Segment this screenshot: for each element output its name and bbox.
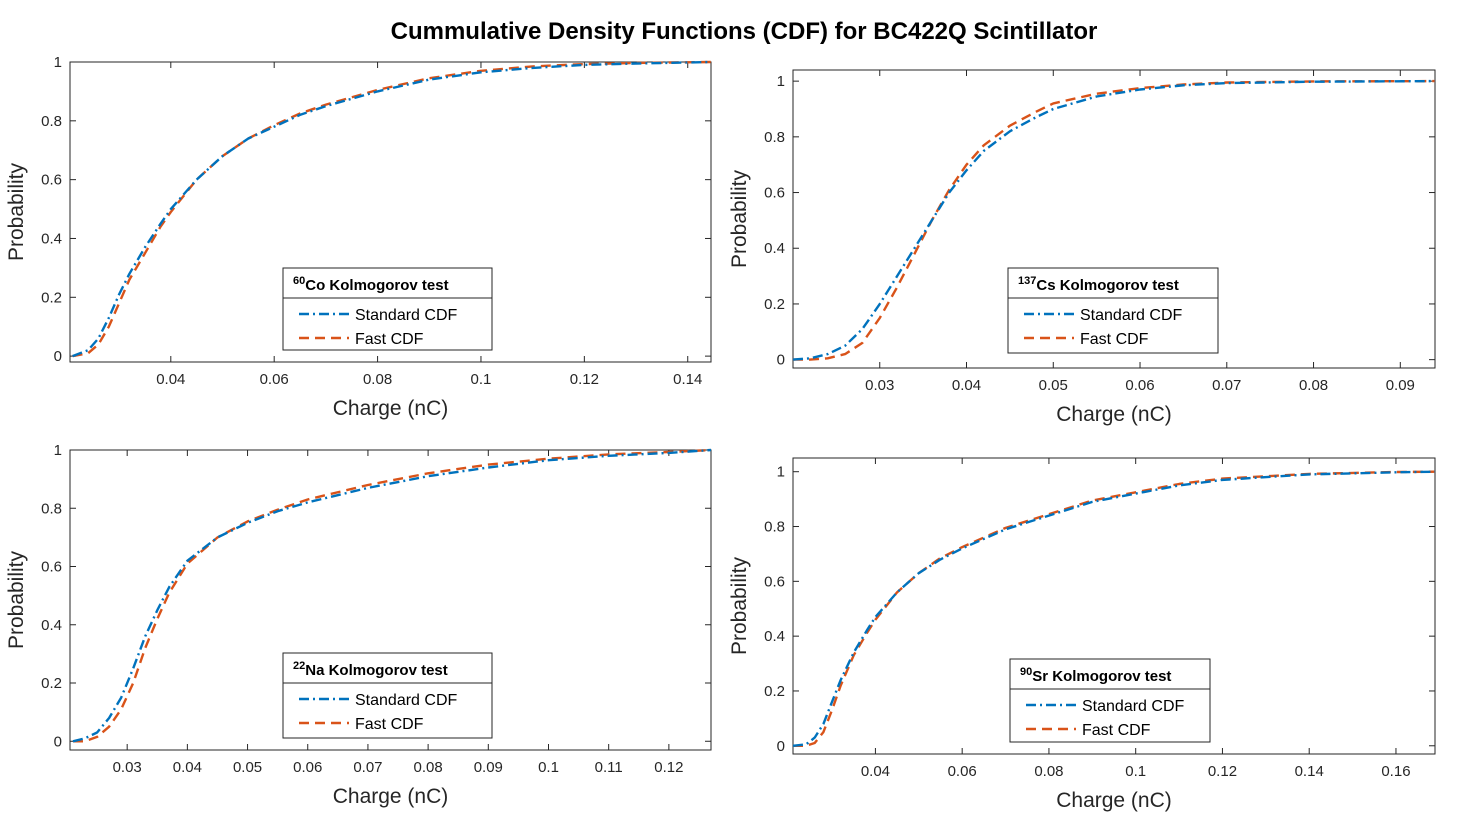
x-tick-label: 0.09 (474, 759, 503, 776)
x-tick-label: 0.03 (865, 377, 894, 394)
legend-title: 60Co Kolmogorov test (293, 275, 449, 294)
y-tick-label: 0.2 (764, 296, 785, 313)
legend-box (282, 267, 493, 351)
y-tick-label: 0.4 (764, 628, 785, 645)
y-tick-label: 1 (54, 442, 62, 459)
x-axis-label: Charge (nC) (1056, 789, 1172, 812)
x-tick-label: 0.08 (1299, 377, 1328, 394)
y-tick-label: 1 (777, 73, 785, 90)
figure-title: Cummulative Density Functions (CDF) for … (390, 18, 1098, 45)
x-tick-label: 0.14 (673, 371, 702, 388)
isotope-mass-superscript: 22 (293, 660, 305, 672)
x-tick-label: 0.07 (1212, 377, 1241, 394)
fast-cdf-line (72, 60, 712, 358)
panel-cs137: 0.03 0.04 0.05 0.06 0.07 0.08 0.09 0 0.2 0.4 0.6 0.… (728, 69, 1436, 426)
legend-title-text: Co Kolmogorov test (305, 277, 448, 294)
legend-title-text: Cs Kolmogorov test (1036, 277, 1179, 294)
legend: 22Na Kolmogorov test Standard CDF Fast CDF (282, 652, 493, 739)
standard-cdf-line (792, 470, 1436, 747)
y-tick-label: 0.6 (764, 573, 785, 590)
legend-title: 22Na Kolmogorov test (293, 660, 448, 679)
x-tick-label: 0.1 (471, 371, 492, 388)
y-tick-label: 0.4 (764, 240, 785, 257)
y-tick-label: 0.8 (764, 519, 785, 536)
x-tick-label: 0.04 (173, 759, 202, 776)
legend: 90Sr Kolmogorov test Standard CDF Fast CDF (1009, 658, 1211, 743)
legend-entry-label: Fast CDF (355, 716, 424, 733)
x-tick-label: 0.09 (1386, 377, 1415, 394)
legend: 60Co Kolmogorov test Standard CDF Fast CDF (282, 267, 493, 351)
isotope-mass-superscript: 90 (1020, 666, 1032, 678)
x-tick-label: 0.12 (654, 759, 683, 776)
legend-entry-label: Standard CDF (1082, 698, 1184, 715)
legend-title-text: Sr Kolmogorov test (1032, 668, 1171, 685)
x-tick-label: 0.1 (1125, 763, 1146, 780)
x-tick-label: 0.03 (113, 759, 142, 776)
y-tick-label: 1 (54, 54, 62, 71)
x-tick-label: 0.04 (861, 763, 890, 780)
x-tick-label: 0.06 (1125, 377, 1154, 394)
y-tick-label: 0 (54, 733, 62, 750)
x-tick-label: 0.06 (948, 763, 977, 780)
x-tick-label: 0.11 (595, 759, 623, 776)
x-tick-label: 0.16 (1381, 763, 1410, 780)
x-tick-label: 0.1 (538, 759, 559, 776)
legend-entry-label: Standard CDF (1080, 307, 1182, 324)
y-tick-label: 0 (777, 352, 785, 369)
x-axis-label: Charge (nC) (333, 397, 449, 420)
y-tick-label: 0.4 (41, 617, 62, 634)
y-axis-label: Probability (728, 169, 751, 268)
x-tick-label: 0.14 (1295, 763, 1324, 780)
legend-title: 90Sr Kolmogorov test (1020, 666, 1171, 685)
y-tick-label: 0.2 (41, 289, 62, 306)
y-tick-label: 0 (54, 348, 62, 365)
legend-title: 137Cs Kolmogorov test (1018, 275, 1179, 294)
legend-entry-label: Fast CDF (1082, 722, 1151, 739)
legend-entry-label: Standard CDF (355, 692, 457, 709)
x-tick-label: 0.08 (414, 759, 443, 776)
y-tick-label: 0 (777, 738, 785, 755)
panel-na22: 0.03 0.04 0.05 0.06 0.07 0.08 0.09 0.1 0.11 0.12 0… (5, 442, 712, 808)
x-axis-label: Charge (nC) (333, 785, 449, 808)
y-axis-label: Probability (728, 556, 751, 655)
x-axis-label: Charge (nC) (1056, 403, 1172, 426)
standard-cdf-line (72, 448, 712, 743)
x-tick-label: 0.05 (1039, 377, 1068, 394)
x-tick-label: 0.08 (363, 371, 392, 388)
panel-sr90: 0.04 0.06 0.08 0.1 0.12 0.14 0.16 0 0.2 0.4 0.6 0.8… (728, 457, 1436, 812)
x-tick-label: 0.04 (952, 377, 981, 394)
y-tick-label: 0.6 (764, 185, 785, 202)
x-tick-label: 0.06 (293, 759, 322, 776)
x-tick-label: 0.12 (1208, 763, 1237, 780)
x-tick-label: 0.04 (156, 371, 185, 388)
x-tick-label: 0.05 (233, 759, 262, 776)
panel-co60: 0.04 0.06 0.08 0.1 0.12 0.14 0 0.2 0.4 0.6 0.8 1 Cha… (5, 54, 712, 420)
y-axis-label: Probability (5, 162, 28, 261)
isotope-mass-superscript: 137 (1018, 275, 1036, 287)
y-tick-label: 0.2 (41, 675, 62, 692)
x-tick-label: 0.06 (260, 371, 289, 388)
y-tick-label: 0.6 (41, 559, 62, 576)
y-axis-label: Probability (5, 550, 28, 649)
y-tick-label: 0.8 (41, 113, 62, 130)
fast-cdf-line (73, 448, 712, 743)
y-tick-label: 0.8 (764, 129, 785, 146)
y-tick-label: 0.6 (41, 172, 62, 189)
y-tick-label: 0.4 (41, 230, 62, 247)
y-tick-label: 0.2 (764, 683, 785, 700)
legend-title-text: Na Kolmogorov test (305, 662, 448, 679)
y-tick-label: 1 (777, 464, 785, 481)
standard-cdf-line (792, 79, 1436, 361)
legend: 137Cs Kolmogorov test Standard CDF Fast CD… (1007, 267, 1219, 354)
legend-entry-label: Standard CDF (355, 307, 457, 324)
isotope-mass-superscript: 60 (293, 275, 305, 287)
x-tick-label: 0.07 (353, 759, 382, 776)
y-tick-label: 0.8 (41, 500, 62, 517)
legend-entry-label: Fast CDF (1080, 331, 1149, 348)
legend-entry-label: Fast CDF (355, 331, 424, 348)
x-tick-label: 0.12 (570, 371, 599, 388)
standard-cdf-line (72, 60, 712, 358)
x-tick-label: 0.08 (1034, 763, 1063, 780)
